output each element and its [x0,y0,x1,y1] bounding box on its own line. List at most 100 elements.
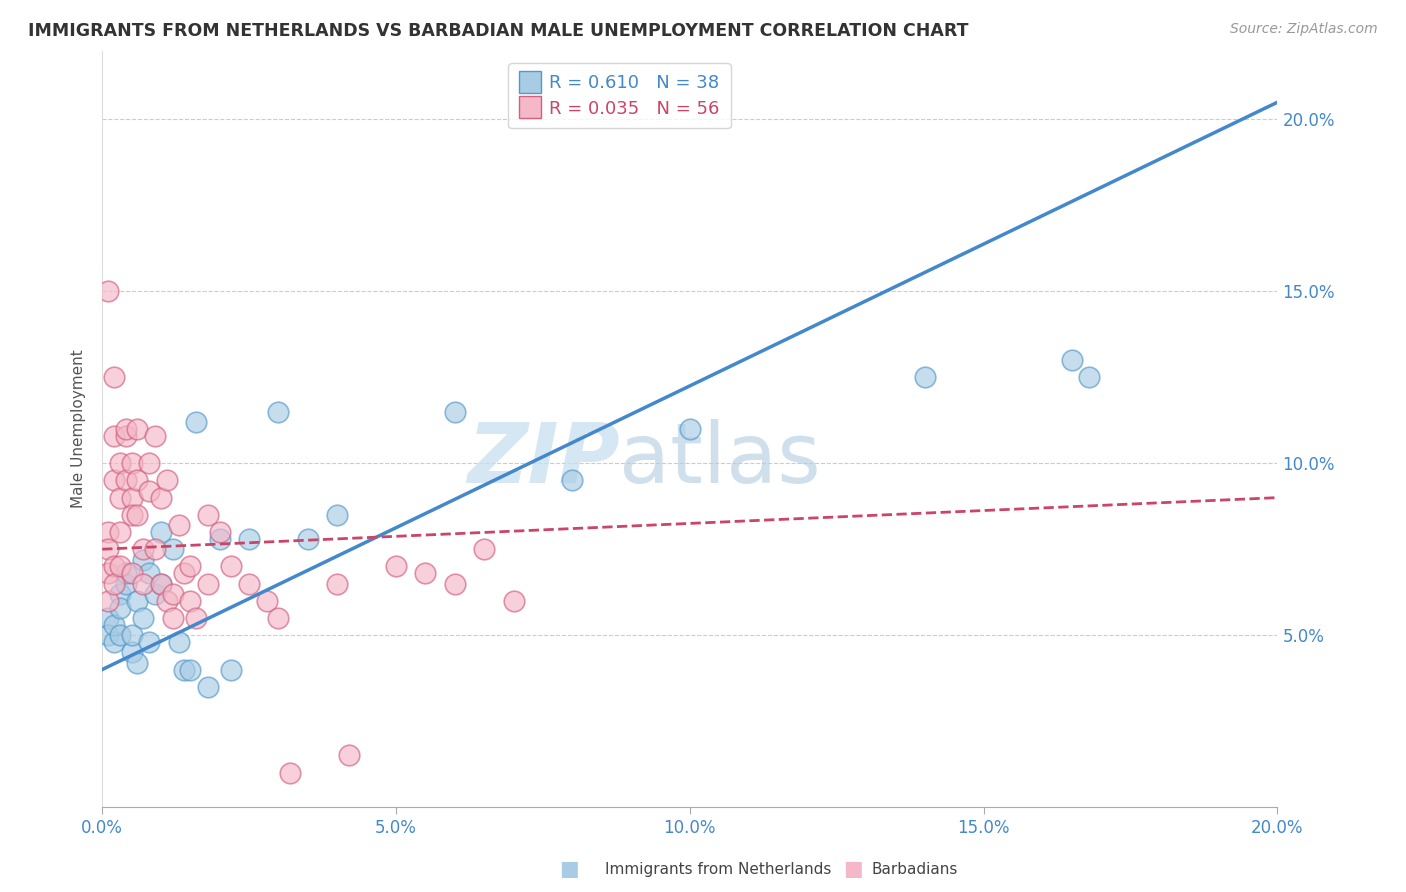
Point [149,576,172,591]
Point [121,508,143,522]
Point [173,566,195,581]
Point [472,542,495,557]
Point [149,491,172,505]
Point [385,559,408,574]
Point [502,594,524,608]
Point [156,474,179,488]
Point [97,566,120,581]
Point [132,611,155,625]
Point [138,635,160,649]
Point [121,645,143,659]
Point [1078,370,1101,384]
Legend: R = 0.610   N = 38, R = 0.035   N = 56: R = 0.610 N = 38, R = 0.035 N = 56 [508,63,731,128]
Point [127,422,149,436]
Point [108,628,131,642]
Point [197,576,219,591]
Point [221,559,243,574]
Point [127,656,149,670]
Point [121,628,143,642]
Point [114,429,136,443]
Point [561,474,583,488]
Point [143,587,166,601]
Point [121,456,143,470]
Point [208,524,231,539]
Point [138,456,160,470]
Text: Barbadians: Barbadians [872,863,957,877]
Point [97,524,120,539]
Point [679,422,702,436]
Point [221,663,243,677]
Point [138,483,160,498]
Point [443,405,465,419]
Y-axis label: Male Unemployment: Male Unemployment [72,350,86,508]
Text: ■: ■ [844,859,863,879]
Point [208,532,231,546]
Point [162,587,184,601]
Text: ZIP: ZIP [467,418,619,500]
Point [127,594,149,608]
Point [1060,353,1083,368]
Point [173,663,195,677]
Point [197,508,219,522]
Point [114,576,136,591]
Point [156,594,179,608]
Point [167,635,190,649]
Point [186,415,208,429]
Point [121,566,143,581]
Point [108,600,131,615]
Point [103,370,125,384]
Point [103,559,125,574]
Point [326,576,349,591]
Point [103,474,125,488]
Point [167,518,190,533]
Point [97,594,120,608]
Text: Immigrants from Netherlands: Immigrants from Netherlands [605,863,831,877]
Point [337,748,360,763]
Point [162,542,184,557]
Point [256,594,278,608]
Text: Source: ZipAtlas.com: Source: ZipAtlas.com [1230,22,1378,37]
Point [108,491,131,505]
Point [149,576,172,591]
Point [132,542,155,557]
Point [179,663,201,677]
Point [97,628,120,642]
Point [238,532,260,546]
Point [108,559,131,574]
Point [138,566,160,581]
Point [162,611,184,625]
Point [443,576,465,591]
Text: atlas: atlas [619,418,821,500]
Point [127,474,149,488]
Point [326,508,349,522]
Point [914,370,936,384]
Point [103,617,125,632]
Point [97,285,120,299]
Point [132,576,155,591]
Point [186,611,208,625]
Point [97,611,120,625]
Point [114,422,136,436]
Point [114,474,136,488]
Point [108,587,131,601]
Point [127,508,149,522]
Point [415,566,437,581]
Point [103,635,125,649]
Point [103,576,125,591]
Point [278,765,301,780]
Point [103,429,125,443]
Text: IMMIGRANTS FROM NETHERLANDS VS BARBADIAN MALE UNEMPLOYMENT CORRELATION CHART: IMMIGRANTS FROM NETHERLANDS VS BARBADIAN… [28,22,969,40]
Point [179,559,201,574]
Point [297,532,319,546]
Point [121,491,143,505]
Point [114,566,136,581]
Point [132,552,155,566]
Point [108,456,131,470]
Point [97,542,120,557]
Point [267,405,290,419]
Point [197,680,219,694]
Point [179,594,201,608]
Point [238,576,260,591]
Point [267,611,290,625]
Point [149,524,172,539]
